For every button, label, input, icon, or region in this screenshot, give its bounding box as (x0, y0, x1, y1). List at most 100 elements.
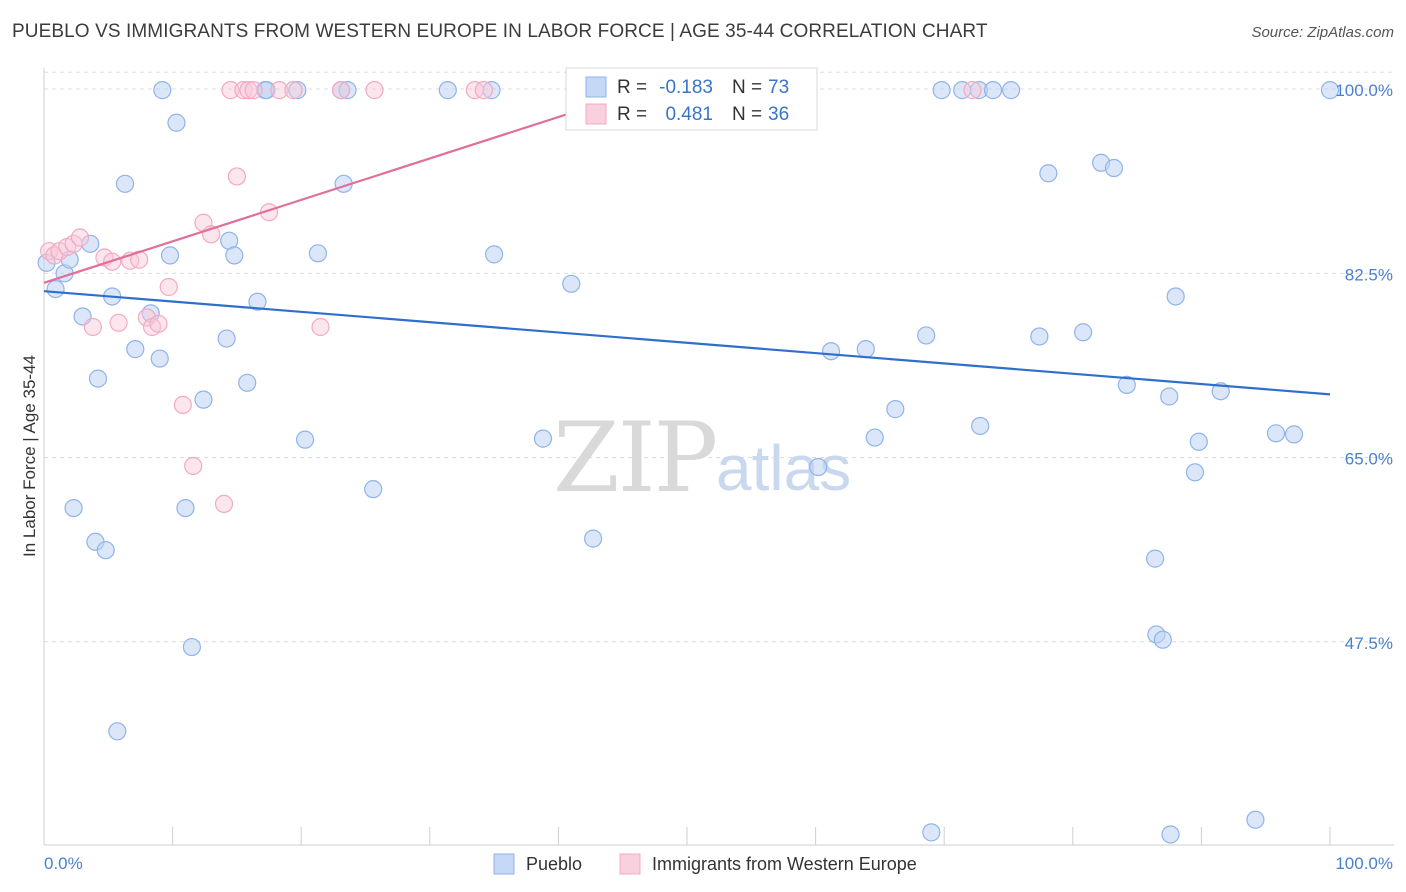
legend-n-value-western-europe: 36 (768, 104, 789, 125)
western-europe-point (227, 167, 246, 186)
western-europe-points (40, 81, 982, 513)
western-europe-point (173, 395, 192, 415)
y-tick-label: 65.0% (1345, 450, 1393, 469)
pueblo-point (150, 349, 169, 368)
western-europe-point (244, 81, 263, 100)
pueblo-point (983, 81, 1003, 100)
pueblo-point (856, 340, 875, 359)
western-europe-point (221, 81, 240, 100)
y-tick-label: 100.0% (1335, 81, 1393, 100)
chart-title: PUEBLO VS IMMIGRANTS FROM WESTERN EUROPE… (12, 21, 988, 42)
pueblo-point (108, 722, 127, 741)
pueblo-point (238, 373, 257, 392)
western-europe-point (270, 81, 289, 100)
pueblo-point (364, 480, 383, 499)
pueblo-point (1104, 158, 1124, 178)
legend-box (565, 67, 818, 131)
x-tick-label-max: 100.0% (1335, 854, 1393, 873)
western-europe-point (137, 308, 156, 327)
pueblo-point (217, 329, 236, 348)
pueblo-point (971, 416, 990, 436)
bottom-legend-label-western-europe: Immigrants from Western Europe (652, 854, 917, 874)
pueblo-point (886, 400, 905, 419)
pueblo-point (1284, 425, 1304, 444)
chart-source: Source: ZipAtlas.com (1251, 24, 1394, 41)
bottom-legend-swatch-western-europe (619, 853, 641, 875)
legend-n-label-pueblo: N = (732, 77, 762, 98)
pueblo-point (932, 81, 951, 100)
pueblo-point (248, 292, 267, 311)
pueblo-point (1001, 81, 1021, 100)
pueblo-point (865, 428, 884, 447)
pueblo-point (1117, 375, 1136, 395)
pueblo-point (1039, 164, 1058, 183)
bottom-legend-swatch-pueblo (493, 853, 515, 875)
pueblo-point (1266, 424, 1286, 443)
y-tick-label: 82.5% (1345, 265, 1393, 284)
pueblo-point (438, 81, 457, 100)
pueblo-point (485, 245, 504, 264)
x-tick-label-min: 0.0% (44, 854, 83, 873)
pueblo-point (562, 274, 581, 293)
western-europe-point (284, 81, 303, 100)
pueblo-point (153, 81, 172, 100)
legend-n-value-pueblo: 73 (768, 77, 789, 98)
bottom-legend-label-pueblo: Pueblo (526, 854, 582, 874)
pueblo-points (37, 81, 1340, 844)
y-tick-labels: 100.0% 82.5% 65.0% 47.5% (1335, 81, 1393, 653)
legend-r-label-western-europe: R = (617, 104, 647, 125)
pueblo-point (88, 369, 108, 388)
pueblo-point (1320, 81, 1340, 100)
pueblo-point (1030, 327, 1049, 346)
western-europe-point (365, 81, 384, 100)
pueblo-point (1166, 287, 1185, 306)
pueblo-point (1246, 810, 1265, 829)
pueblo-point (922, 823, 941, 842)
western-europe-point (109, 313, 128, 332)
pueblo-point (1161, 825, 1180, 844)
western-europe-point (474, 81, 493, 100)
watermark-atlas: atlas (716, 432, 851, 504)
correlation-legend: R = -0.183 N = 73 R = 0.481 N = 36 (565, 67, 818, 131)
pueblo-point (46, 279, 65, 299)
legend-n-label-western-europe: N = (732, 104, 762, 125)
western-europe-point (70, 228, 90, 247)
pueblo-point (126, 340, 145, 359)
western-europe-point (184, 456, 203, 476)
pueblo-point (225, 246, 244, 265)
pueblo-point (160, 246, 180, 265)
western-europe-point (149, 314, 168, 333)
pueblo-point (37, 253, 56, 272)
legend-swatch-pueblo (585, 76, 607, 98)
x-tick-labels: 0.0% 100.0% (44, 854, 1393, 873)
western-europe-point (311, 317, 330, 337)
pueblo-point (533, 429, 553, 448)
watermark-zip: ZIP (553, 402, 716, 514)
legend-r-value-western-europe: 0.481 (665, 104, 713, 125)
pueblo-point (176, 498, 195, 518)
pueblo-point (1160, 387, 1179, 406)
pueblo-point (1073, 323, 1093, 342)
western-europe-point (214, 494, 234, 513)
pueblo-point (338, 81, 357, 100)
western-europe-point (239, 81, 258, 100)
pueblo-point (821, 342, 841, 361)
pueblo-point (1189, 432, 1208, 451)
grid (44, 71, 1394, 643)
legend-swatch-western-europe (585, 103, 607, 125)
pueblo-point (295, 430, 315, 449)
pueblo-point (64, 498, 83, 518)
pueblo-point (288, 81, 307, 100)
axes (43, 68, 1394, 846)
pueblo-point (917, 326, 936, 345)
western-europe-point (331, 81, 351, 100)
pueblo-point (115, 174, 135, 193)
western-europe-point (159, 277, 178, 297)
pueblo-point (194, 390, 213, 409)
pueblo-point (1185, 463, 1205, 482)
pueblo-point (308, 244, 328, 263)
pueblo-point (96, 541, 115, 560)
western-europe-point (83, 317, 102, 337)
pueblo-point (1146, 549, 1165, 568)
